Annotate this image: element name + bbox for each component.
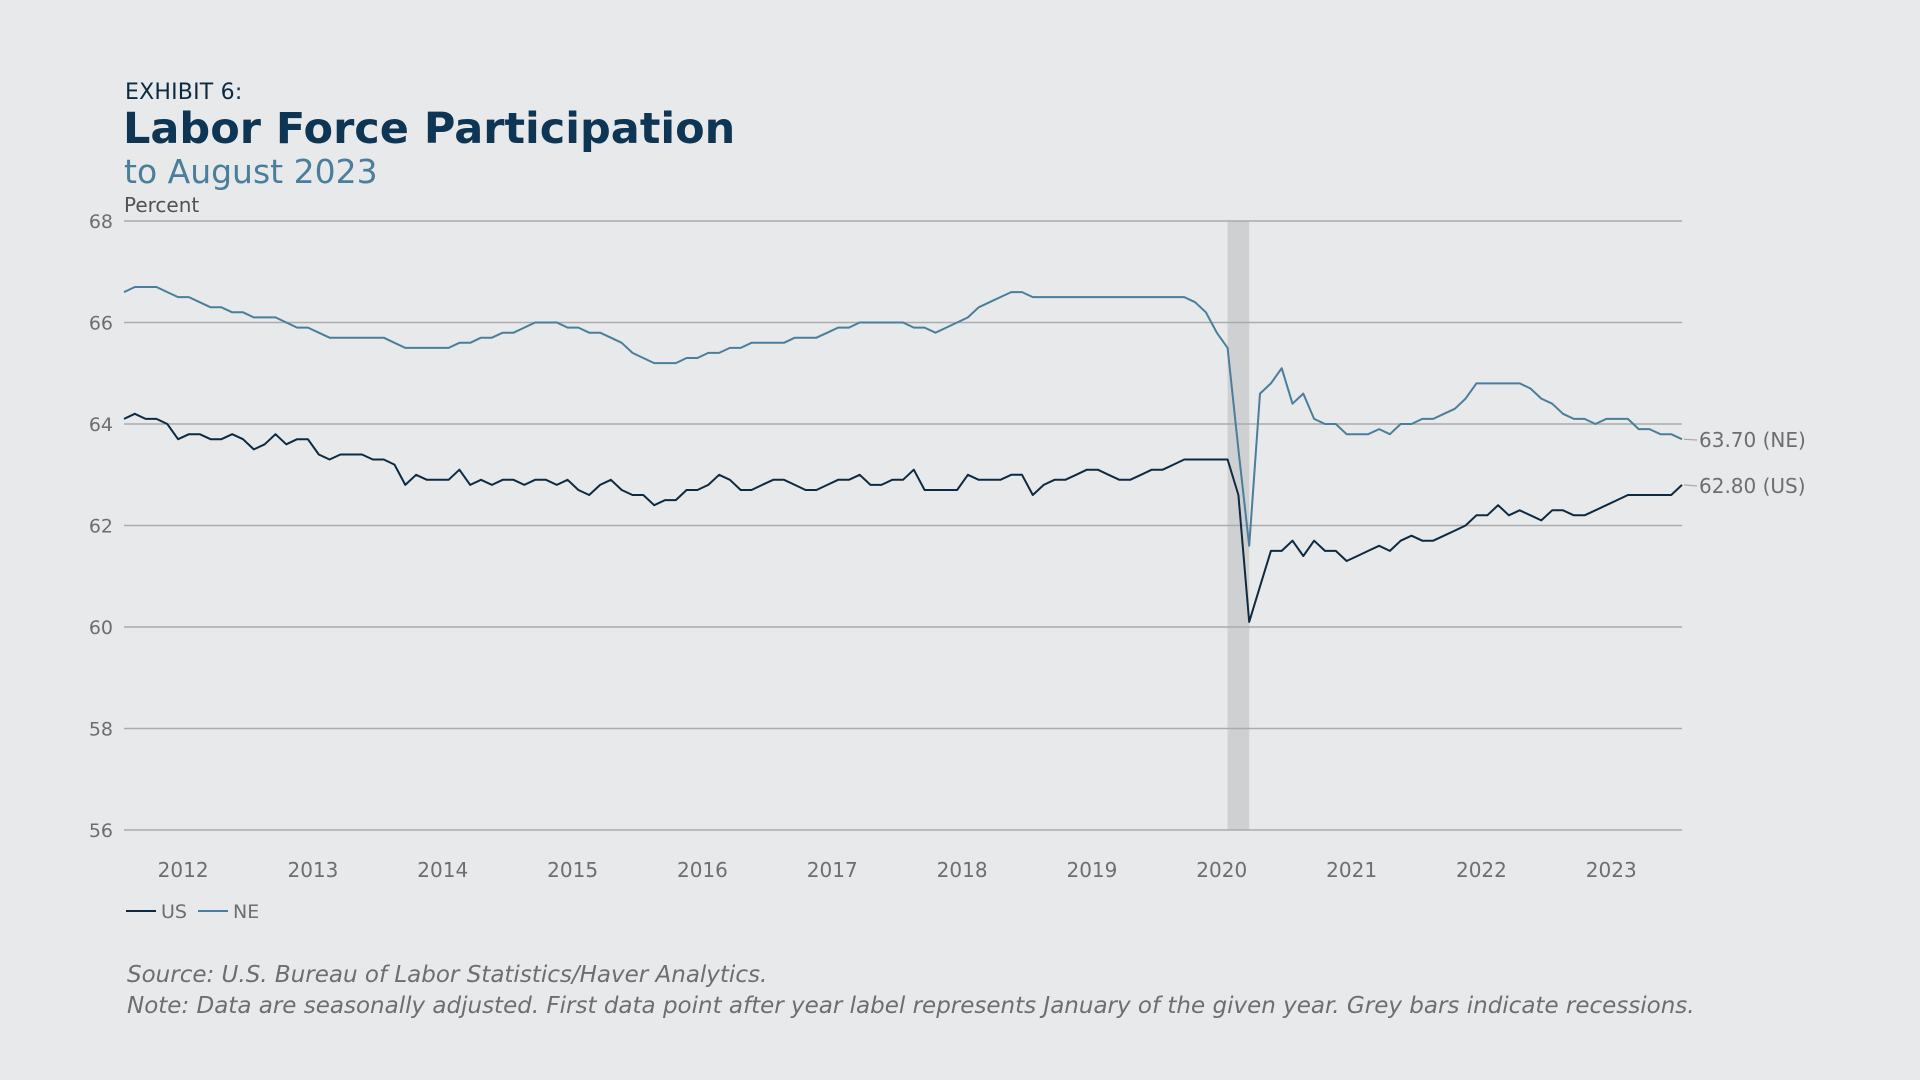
x-axis-ticks: 2012 2013 2014 2015 2016 2017 2018 2019 2020 2021… [158, 858, 1637, 882]
series-line-ne [123, 286, 1683, 547]
x-tick-label: 2019 [1066, 858, 1117, 882]
x-tick-label: 2017 [807, 858, 858, 882]
legend-label-ne: NE [233, 901, 259, 923]
end-labels: 63.70 (NE) 62.80 (US) [1683, 428, 1806, 498]
data-note: Note: Data are seasonally adjusted. Firs… [127, 993, 1695, 1019]
series-line-us [123, 412, 1683, 623]
end-label-ne: 63.70 (NE) [1699, 428, 1806, 452]
x-tick-label: 2016 [677, 858, 728, 882]
y-tick-label: 66 [89, 313, 113, 335]
y-tick-label: 60 [89, 617, 113, 639]
end-label-us: 62.80 (US) [1699, 474, 1806, 498]
x-tick-label: 2014 [417, 858, 468, 882]
x-tick-label: 2018 [937, 858, 988, 882]
end-label-leader [1683, 484, 1698, 487]
x-tick-label: 2022 [1456, 858, 1507, 882]
y-axis-label: Percent [124, 193, 199, 217]
x-tick-label: 2013 [287, 858, 338, 882]
footnotes: Source: U.S. Bureau of Labor Statistics/… [127, 960, 1695, 1022]
gridlines [124, 220, 1682, 831]
chart-subtitle: to August 2023 [124, 152, 378, 191]
y-tick-label: 64 [89, 414, 113, 436]
series-lines [123, 286, 1683, 623]
x-tick-label: 2021 [1326, 858, 1377, 882]
legend-label-us: US [161, 901, 187, 923]
source-note: Source: U.S. Bureau of Labor Statistics/… [127, 962, 768, 988]
y-tick-label: 58 [89, 719, 113, 741]
exhibit-label: EXHIBIT 6: [125, 80, 243, 105]
x-tick-label: 2012 [158, 858, 209, 882]
x-tick-label: 2020 [1196, 858, 1247, 882]
x-tick-label: 2023 [1586, 858, 1637, 882]
chart-title: Labor Force Participation [123, 104, 736, 154]
legend: US NE [126, 901, 259, 923]
y-axis-ticks: 56 58 60 62 64 66 68 [89, 211, 113, 842]
end-label-leader [1683, 438, 1698, 441]
y-tick-label: 68 [89, 211, 113, 233]
x-tick-label: 2015 [547, 858, 598, 882]
y-tick-label: 62 [89, 516, 113, 538]
y-tick-label: 56 [89, 820, 113, 842]
